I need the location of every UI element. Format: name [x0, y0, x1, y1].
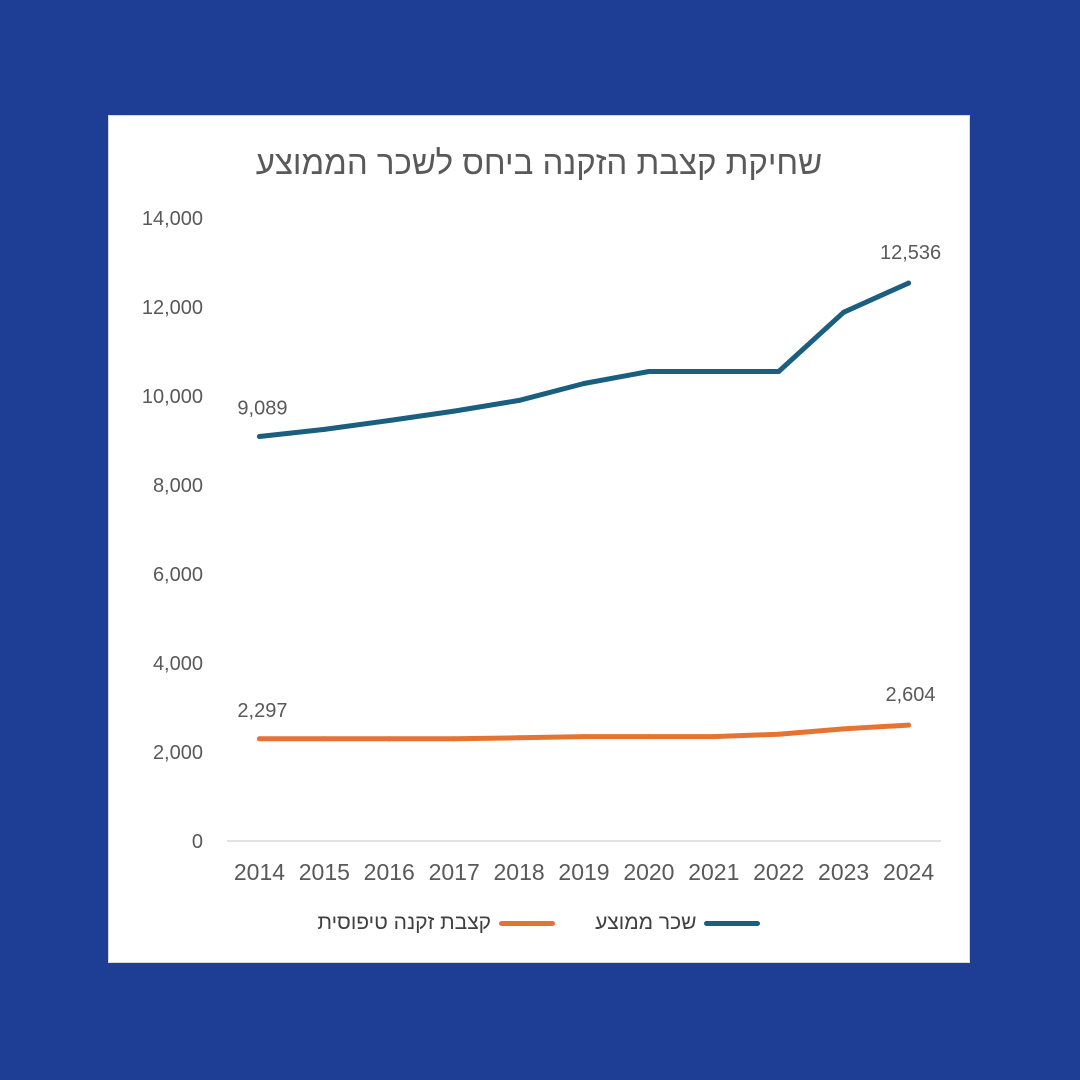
data-point — [321, 736, 327, 742]
data-point — [581, 381, 587, 387]
data-point — [711, 369, 717, 375]
legend-item-wage: שכר ממוצע — [595, 911, 761, 935]
data-point — [451, 408, 457, 414]
data-point — [646, 734, 652, 740]
data-point — [776, 731, 782, 737]
data-point — [841, 726, 847, 732]
chart-card: שחיקת קצבת הזקנה ביחס לשכר הממוצע 0 2,000… — [108, 115, 970, 963]
x-tick-label: 2024 — [883, 859, 934, 885]
legend-label-wage: שכר ממוצע — [595, 911, 697, 934]
legend-swatch-pension — [499, 920, 556, 926]
data-label-first-0: 9,089 — [237, 398, 287, 420]
series-line-0 — [257, 280, 911, 439]
x-tick-label: 2023 — [818, 859, 869, 885]
data-point — [386, 417, 392, 423]
data-label-last-0: 12,536 — [880, 242, 941, 264]
x-tick-label: 2018 — [494, 859, 545, 885]
data-point — [646, 369, 652, 375]
data-point — [711, 734, 717, 740]
x-tick-label: 2022 — [753, 859, 804, 885]
data-point — [321, 426, 327, 432]
x-tick-label: 2015 — [299, 859, 350, 885]
x-tick-label: 2014 — [234, 859, 285, 885]
data-point — [906, 280, 912, 286]
data-point — [386, 736, 392, 742]
y-tick-label: 2,000 — [153, 742, 203, 764]
legend-item-pension: קצבת זקנה טיפוסית — [318, 911, 556, 935]
data-point — [776, 369, 782, 375]
y-tick-label: 0 — [192, 831, 203, 853]
y-tick-label: 6,000 — [153, 564, 203, 586]
y-tick-label: 8,000 — [153, 475, 203, 497]
data-point — [451, 736, 457, 742]
data-point — [841, 309, 847, 315]
data-point — [256, 434, 262, 440]
data-point — [581, 734, 587, 740]
y-tick-label: 10,000 — [142, 386, 203, 408]
x-tick-label: 2019 — [558, 859, 609, 885]
x-tick-label: 2016 — [364, 859, 415, 885]
data-point — [516, 397, 522, 403]
y-tick-label: 14,000 — [142, 208, 203, 230]
legend-label-pension: קצבת זקנה טיפוסית — [317, 911, 492, 934]
data-label-first-1: 2,297 — [237, 700, 287, 722]
x-tick-label: 2017 — [429, 859, 480, 885]
legend-swatch-wage — [704, 920, 761, 926]
x-tick-label: 2020 — [623, 859, 674, 885]
chart-legend: קצבת זקנה טיפוסית שכר ממוצע — [109, 911, 969, 935]
line-chart: 0 2,000 4,000 6,000 8,000 10,000 12,000 14,000 2… — [142, 208, 941, 885]
data-point — [906, 722, 912, 728]
x-tick-label: 2021 — [688, 859, 739, 885]
y-tick-label: 12,000 — [142, 297, 203, 319]
data-label-last-1: 2,604 — [886, 684, 936, 706]
chart-title: שחיקת קצבת הזקנה ביחס לשכר הממוצע — [255, 144, 823, 181]
data-point — [256, 736, 262, 742]
data-point — [516, 735, 522, 741]
y-tick-label: 4,000 — [153, 653, 203, 675]
